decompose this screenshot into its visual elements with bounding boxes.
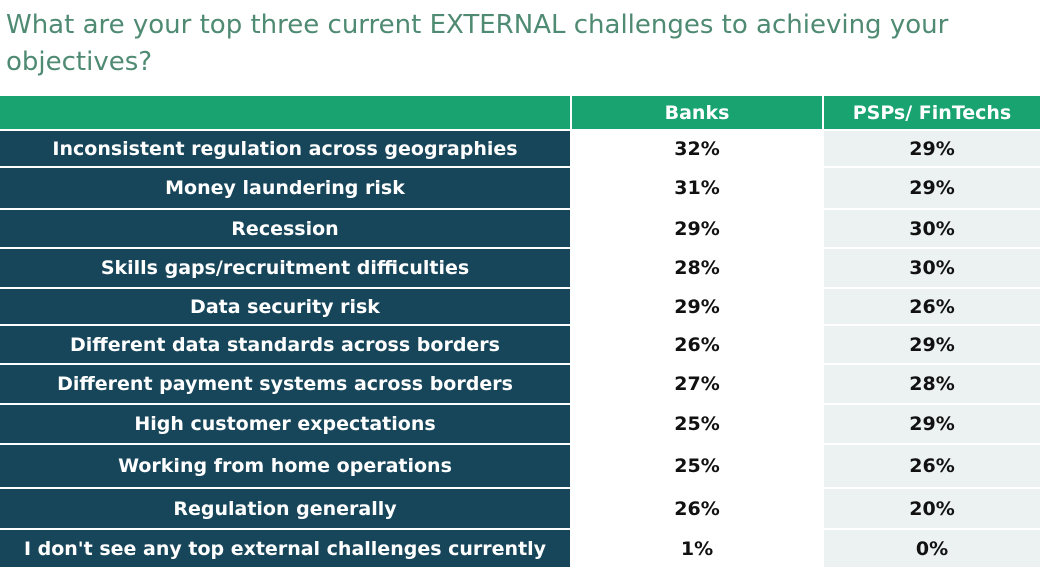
psps-fintechs-value: 28% <box>822 365 1040 403</box>
psps-fintechs-value: 29% <box>822 326 1040 363</box>
banks-value: 25% <box>570 445 822 487</box>
banks-value: 27% <box>570 365 822 403</box>
psps-fintechs-value: 0% <box>822 530 1040 567</box>
row-label: High customer expectations <box>0 405 570 443</box>
banks-value: 29% <box>570 289 822 324</box>
row-label: Different data standards across borders <box>0 326 570 363</box>
banks-value: 1% <box>570 530 822 567</box>
table-row: Skills gaps/recruitment difficulties 28% 3… <box>0 249 1040 289</box>
table-row: Inconsistent regulation across geographi… <box>0 131 1040 168</box>
row-label: Skills gaps/recruitment difficulties <box>0 249 570 287</box>
table-header-row: Banks PSPs/ FinTechs <box>0 96 1040 131</box>
banks-value: 29% <box>570 210 822 247</box>
header-psps-fintechs: PSPs/ FinTechs <box>822 96 1040 129</box>
psps-fintechs-value: 20% <box>822 489 1040 528</box>
row-label: Working from home operations <box>0 445 570 487</box>
row-label: Inconsistent regulation across geographi… <box>0 131 570 166</box>
table-row: Different payment systems across borders… <box>0 365 1040 405</box>
banks-value: 26% <box>570 489 822 528</box>
table-row: I don't see any top external challenges … <box>0 530 1040 569</box>
psps-fintechs-value: 30% <box>822 210 1040 247</box>
banks-value: 28% <box>570 249 822 287</box>
table-row: Different data standards across borders 2… <box>0 326 1040 365</box>
chart-title: What are your top three current EXTERNAL… <box>6 10 949 77</box>
header-banks: Banks <box>570 96 822 129</box>
psps-fintechs-value: 29% <box>822 131 1040 166</box>
row-label: Different payment systems across borders <box>0 365 570 403</box>
row-label: Data security risk <box>0 289 570 324</box>
psps-fintechs-value: 29% <box>822 405 1040 443</box>
header-label-cell <box>0 96 570 129</box>
table-row: High customer expectations 25% 29% <box>0 405 1040 445</box>
row-label: Recession <box>0 210 570 247</box>
banks-value: 32% <box>570 131 822 166</box>
table-row: Data security risk 29% 26% <box>0 289 1040 326</box>
row-label: Regulation generally <box>0 489 570 528</box>
banks-value: 25% <box>570 405 822 443</box>
banks-value: 31% <box>570 168 822 208</box>
banks-value: 26% <box>570 326 822 363</box>
psps-fintechs-value: 29% <box>822 168 1040 208</box>
table-row: Regulation generally 26% 20% <box>0 489 1040 530</box>
row-label: I don't see any top external challenges … <box>0 530 570 567</box>
table-row: Money laundering risk 31% 29% <box>0 168 1040 210</box>
results-table: Banks PSPs/ FinTechs Inconsistent regula… <box>0 96 1040 569</box>
table-row: Working from home operations 25% 26% <box>0 445 1040 489</box>
psps-fintechs-value: 30% <box>822 249 1040 287</box>
psps-fintechs-value: 26% <box>822 289 1040 324</box>
psps-fintechs-value: 26% <box>822 445 1040 487</box>
table-row: Recession 29% 30% <box>0 210 1040 249</box>
row-label: Money laundering risk <box>0 168 570 208</box>
table-body: Inconsistent regulation across geographi… <box>0 131 1040 569</box>
